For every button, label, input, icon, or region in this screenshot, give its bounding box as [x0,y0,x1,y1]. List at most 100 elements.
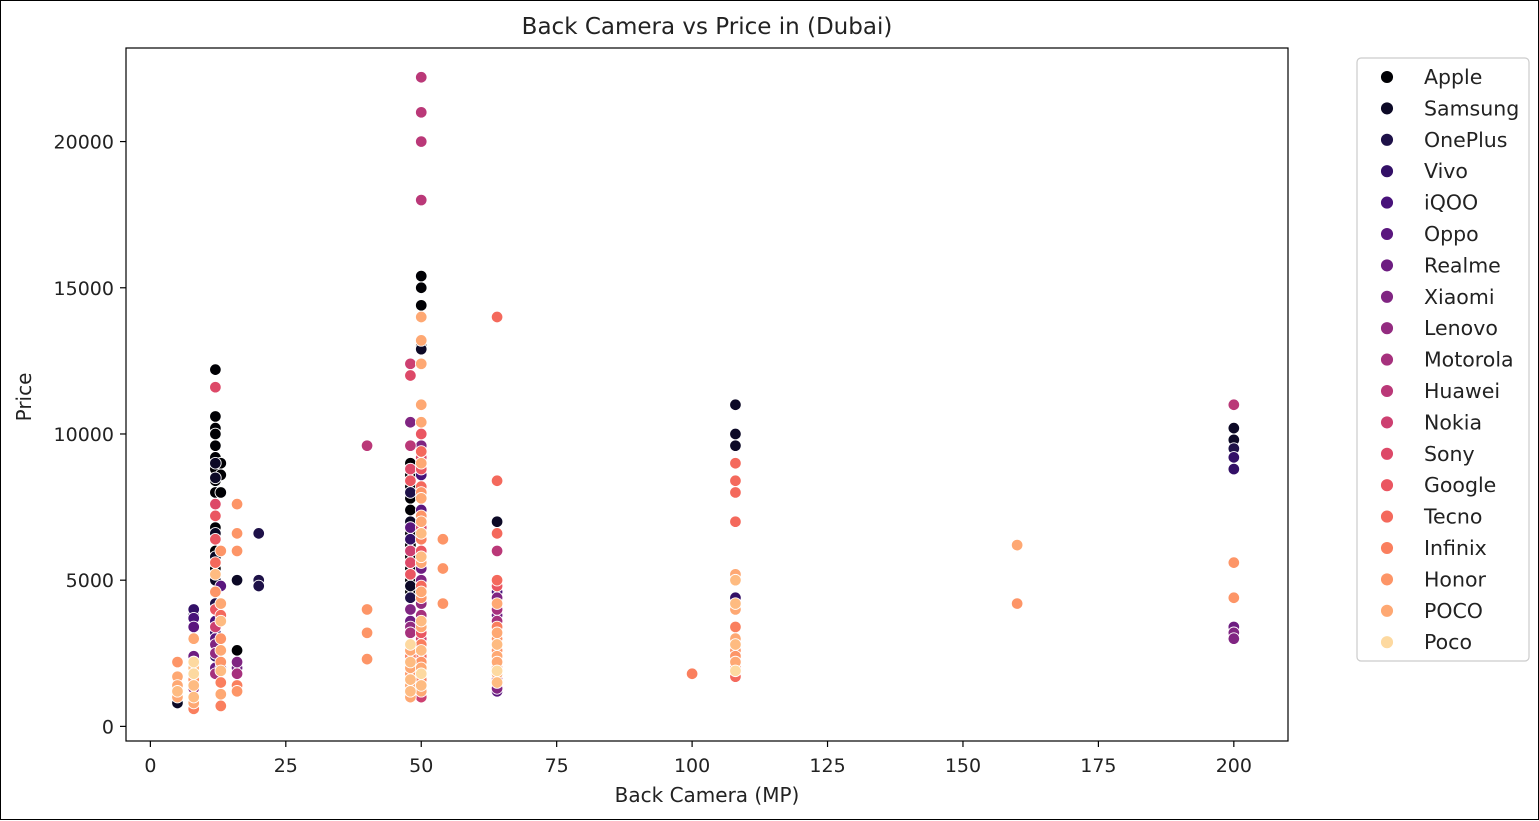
data-point [490,474,504,488]
legend-label: Sony [1424,442,1475,466]
y-tick-label: 20000 [54,132,114,154]
data-point [685,667,699,680]
data-point [230,644,244,657]
y-tick-label: 5000 [66,570,114,592]
data-point [360,439,374,452]
data-point [404,673,417,686]
x-tick-label: 0 [144,755,156,777]
legend-label: Lenovo [1424,316,1498,340]
data-point [414,281,428,295]
data-point [404,369,417,382]
legend-marker [1380,352,1394,367]
data-point [404,568,417,581]
legend-marker [1380,227,1394,241]
data-point [414,269,428,283]
y-tick-label: 10000 [54,424,114,446]
x-axis-label: Back Camera (MP) [615,783,800,807]
legend-label: iQOO [1424,191,1478,215]
data-point [209,471,222,485]
legend-label: Xiaomi [1424,285,1495,309]
data-point [414,416,428,429]
data-point [214,486,228,499]
data-point [490,638,504,651]
data-point [1227,591,1241,604]
data-point [490,676,504,689]
plot-area [125,47,1289,742]
data-point [1227,632,1241,645]
data-point [1227,451,1241,464]
data-point [414,398,428,411]
data-point [209,439,222,452]
data-point [404,638,417,651]
data-point [1227,398,1241,411]
y-axis-label: Price [12,373,36,422]
x-tick-label: 200 [1216,755,1252,777]
data-point [414,193,428,207]
data-point [209,509,222,523]
data-point [414,644,428,657]
legend-label: Nokia [1424,410,1482,434]
data-point [414,106,428,119]
legend-label: Samsung [1424,96,1519,120]
data-point [230,527,244,540]
legend-label: POCO [1424,599,1483,623]
data-point [187,655,200,669]
data-point [404,685,417,698]
legend-box [1356,57,1530,662]
data-point [1227,421,1241,435]
data-point [414,70,428,84]
data-point [230,685,244,698]
data-point [729,474,742,488]
data-point [230,655,244,669]
data-point [214,544,228,558]
legend-label: Honor [1424,567,1486,591]
y-tick-label: 15000 [54,278,114,300]
data-point [436,562,450,575]
data-point [209,410,222,423]
data-point [1010,597,1024,610]
data-point [729,664,742,678]
data-point [252,579,265,593]
legend-marker [1380,415,1394,430]
data-point [404,626,417,640]
data-point [414,667,428,680]
legend-marker [1380,101,1394,116]
data-point [214,676,228,689]
data-point [404,486,417,499]
data-point [214,664,228,678]
data-point [1010,538,1024,552]
data-point [230,667,244,680]
data-point [729,456,742,470]
y-tick-label: 0 [102,716,114,738]
data-point [214,632,228,645]
legend-label: Huawei [1424,379,1500,403]
data-point [414,310,428,324]
legend-label: Google [1424,473,1496,497]
data-point [404,556,417,569]
legend-label: Poco [1424,630,1472,654]
data-point [490,515,504,528]
x-tick-label: 25 [274,755,298,777]
legend-marker [1380,195,1394,210]
data-point [729,427,742,441]
data-point [209,532,222,546]
x-tick-label: 175 [1080,755,1116,777]
legend-label: Infinix [1424,536,1487,560]
data-point [214,614,228,628]
data-point [729,573,742,587]
data-point [209,585,222,599]
data-point [436,597,450,610]
y-axis: 0 5000 10000 15000 20000 [54,132,126,738]
data-point [404,439,417,452]
data-point [729,515,742,528]
data-point [230,497,244,511]
data-point [187,632,200,645]
legend-marker [1380,289,1394,304]
data-point [729,486,742,499]
data-point [490,573,504,587]
data-point [490,626,504,640]
legend-label: Motorola [1424,348,1514,372]
legend-marker [1380,572,1394,587]
data-point [360,603,374,616]
data-point [209,380,222,394]
